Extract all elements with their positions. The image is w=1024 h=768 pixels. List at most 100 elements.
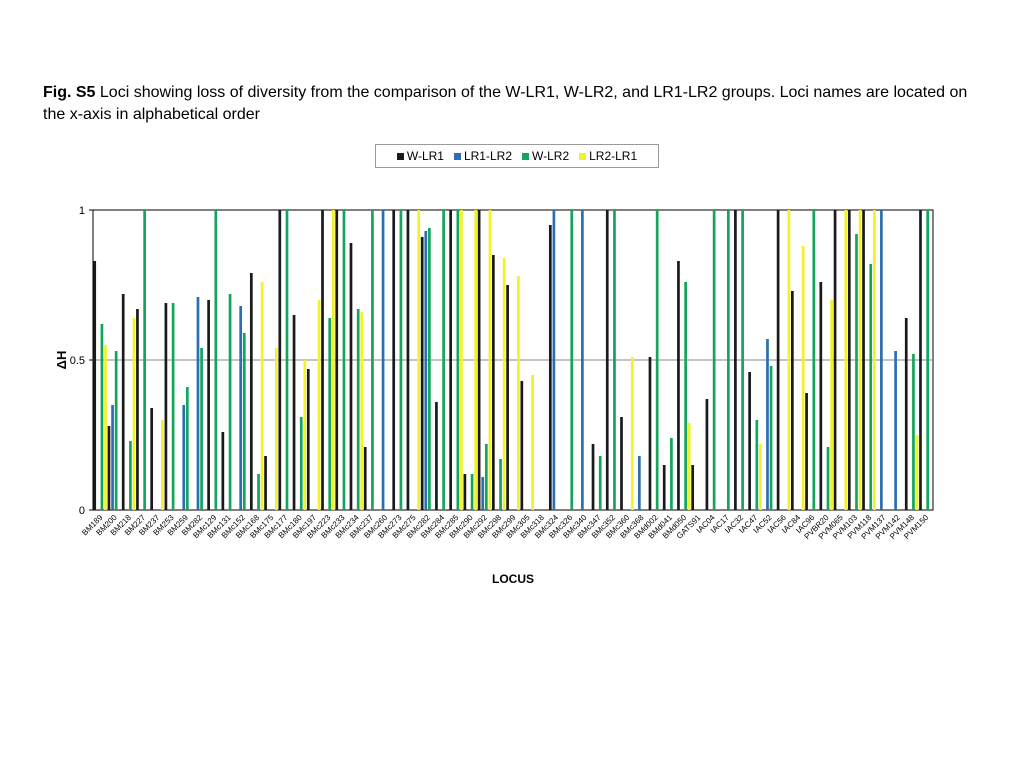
bar-w-lr1: [833, 210, 837, 510]
bar-w-lr1: [121, 294, 125, 510]
bar-lr1-lr2: [894, 351, 897, 510]
bar-w-lr1: [107, 426, 111, 510]
bar-lr2-lr1: [260, 282, 264, 510]
bar-w-lr1: [605, 210, 609, 510]
bar-lr2-lr1: [331, 210, 335, 510]
legend-swatch-w-lr2: [522, 152, 529, 160]
bar-lr1-lr2: [424, 231, 428, 510]
legend-item-lr2-lr1: LR2-LR1: [579, 149, 637, 163]
bar-lr2-lr1: [787, 210, 791, 510]
bar-lr2-lr1: [303, 360, 307, 510]
bar-lr2-lr1: [460, 210, 463, 510]
bar-lr1-lr2: [637, 456, 641, 510]
bar-w-lr2: [926, 210, 930, 510]
legend-swatch-w-lr1: [396, 152, 404, 160]
legend-swatch-lr1-lr2: [453, 152, 461, 160]
bar-w-lr1: [520, 381, 524, 510]
bar-lr2-lr1: [872, 210, 876, 510]
bar-w-lr1: [292, 315, 296, 510]
bar-lr2-lr1: [502, 258, 506, 510]
bar-w-lr2: [371, 210, 374, 510]
bar-w-lr2: [741, 210, 744, 510]
bar-w-lr1: [207, 300, 210, 510]
bar-w-lr1: [492, 255, 495, 510]
bar-w-lr2: [285, 210, 289, 510]
bar-w-lr1: [363, 447, 367, 510]
bar-w-lr1: [677, 261, 680, 510]
bar-w-lr2: [499, 459, 502, 510]
bar-w-lr1: [221, 432, 225, 510]
bar-w-lr2: [855, 234, 858, 510]
bar-w-lr2: [214, 210, 218, 510]
bar-w-lr2: [328, 318, 332, 510]
bar-w-lr1: [435, 402, 438, 510]
bar-w-lr2: [228, 294, 232, 510]
legend-item-lr1-lr2: LR1-LR2: [453, 149, 512, 163]
bar-w-lr1: [93, 261, 97, 510]
bar-lr2-lr1: [275, 348, 278, 510]
bar-w-lr2: [470, 474, 474, 510]
bar-w-lr1: [862, 210, 865, 510]
bar-lr2-lr1: [531, 375, 534, 510]
bar-lr2-lr1: [360, 312, 364, 510]
bar-w-lr1: [506, 285, 509, 510]
bar-lr2-lr1: [801, 246, 805, 510]
bar-w-lr2: [670, 438, 673, 510]
legend-label-lr2-lr1: LR2-LR1: [589, 149, 638, 163]
bar-w-lr2: [869, 264, 873, 510]
bar-w-lr1: [847, 210, 851, 510]
bar-w-lr2: [185, 387, 189, 510]
bar-w-lr1: [392, 210, 396, 510]
bar-w-lr2: [812, 210, 816, 510]
bar-w-lr1: [919, 210, 922, 510]
bar-w-lr2: [299, 417, 303, 510]
legend-label-lr1-lr2: LR1-LR2: [463, 149, 512, 163]
legend-item-w-lr1: W-LR1: [396, 149, 444, 163]
bar-lr2-lr1: [630, 357, 634, 510]
legend-item-w-lr2: W-LR2: [522, 149, 569, 163]
bar-w-lr1: [620, 417, 623, 510]
chart-legend: W-LR1 LR1-LR2 W-LR2 LR2-LR1: [375, 144, 659, 168]
figure-caption-text: Loci showing loss of diversity from the …: [43, 84, 968, 123]
legend-label-w-lr1: W-LR1: [406, 149, 444, 163]
bar-lr2-lr1: [759, 444, 762, 510]
bar-w-lr2: [769, 366, 773, 510]
bar-w-lr2: [399, 210, 403, 510]
bar-w-lr2: [200, 348, 203, 510]
bar-lr2-lr1: [844, 210, 848, 510]
bar-w-lr1: [776, 210, 780, 510]
bar-w-lr1: [648, 357, 652, 510]
bar-lr1-lr2: [581, 210, 584, 510]
bar-w-lr2: [129, 441, 132, 510]
y-axis-title: ΔH: [54, 351, 69, 370]
bar-lr2-lr1: [161, 420, 164, 510]
bar-lr2-lr1: [132, 318, 136, 510]
bar-lr2-lr1: [830, 300, 833, 510]
bar-lr2-lr1: [517, 276, 520, 510]
y-tick-label: 0: [79, 505, 85, 517]
bar-lr2-lr1: [417, 210, 421, 510]
bar-lr2-lr1: [687, 423, 691, 510]
bar-w-lr1: [662, 465, 666, 510]
bar-w-lr1: [249, 273, 253, 510]
bar-lr2-lr1: [858, 210, 862, 510]
bar-w-lr1: [548, 225, 552, 510]
bar-lr2-lr1: [488, 210, 492, 510]
bar-w-lr2: [242, 333, 246, 510]
bar-lr2-lr1: [474, 210, 478, 510]
bar-w-lr1: [420, 237, 424, 510]
bar-w-lr1: [819, 282, 823, 510]
bar-w-lr1: [164, 303, 168, 510]
bar-w-lr1: [904, 318, 908, 510]
bar-w-lr1: [306, 369, 310, 510]
bar-w-lr1: [591, 444, 595, 510]
bar-w-lr1: [477, 210, 481, 510]
bar-lr1-lr2: [552, 210, 556, 510]
bar-w-lr1: [278, 210, 282, 510]
bar-lr1-lr2: [196, 297, 200, 510]
x-axis-title: LOCUS: [492, 572, 534, 586]
bar-w-lr1: [805, 393, 808, 510]
bar-w-lr2: [570, 210, 574, 510]
bar-w-lr2: [727, 210, 730, 510]
